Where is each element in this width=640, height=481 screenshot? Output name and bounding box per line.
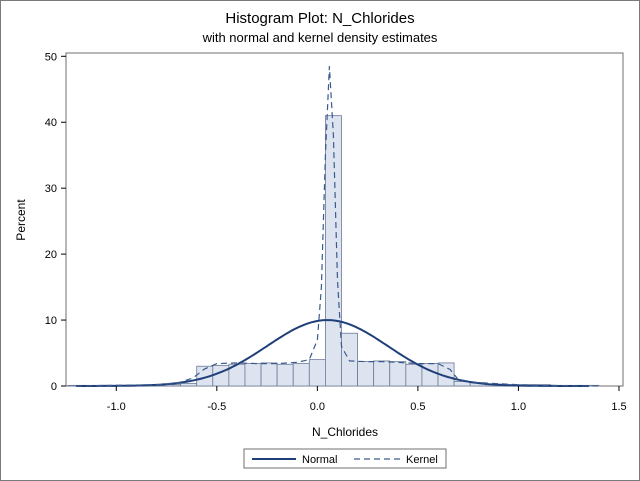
histogram-bar: [276, 363, 294, 387]
legend-normal-label: Normal: [302, 454, 337, 466]
y-axis-label: Percent: [14, 199, 28, 241]
kernel-density-curve: [76, 66, 599, 387]
legend: Normal Kernel: [243, 448, 447, 469]
chart-title: Histogram Plot: N_Chlorides: [225, 10, 415, 27]
y-tick-label: 50: [45, 51, 57, 63]
y-axis: 0 10 20 30 40 50: [45, 51, 66, 393]
histogram-bar: [212, 365, 230, 387]
legend-box: [243, 448, 447, 469]
x-axis-label: N_Chlorides: [312, 425, 378, 439]
histogram-bar: [324, 115, 342, 387]
histogram-bar: [180, 382, 198, 387]
x-tick-label: 1.0: [511, 401, 526, 413]
density-curves: [76, 66, 599, 387]
histogram-bar: [389, 361, 407, 387]
y-tick-label: 40: [45, 117, 57, 129]
x-axis: -1.0 -0.5 0.0 0.5 1.0 1.5: [107, 386, 627, 413]
x-tick-label: -0.5: [207, 401, 226, 413]
x-tick-label: 0.0: [310, 401, 325, 413]
histogram-bar: [373, 360, 391, 387]
x-tick-label: 1.5: [611, 401, 626, 413]
histogram-bar: [244, 363, 262, 387]
histogram-bar: [292, 363, 310, 387]
histogram-bar: [341, 332, 358, 387]
x-tick-label: 0.5: [410, 401, 425, 413]
legend-kernel-label: Kernel: [406, 454, 438, 466]
histogram-bar: [357, 361, 375, 387]
chart-subtitle: with normal and kernel density estimates: [202, 30, 438, 45]
histogram-bar: [260, 362, 278, 387]
y-tick-label: 20: [45, 249, 57, 261]
histogram-bar: [405, 363, 423, 387]
y-tick-label: 10: [45, 315, 57, 327]
y-tick-label: 0: [51, 381, 57, 393]
histogram-bar: [308, 359, 326, 387]
x-tick-label: -1.0: [107, 401, 126, 413]
histogram-bars: [67, 115, 600, 387]
y-tick-label: 30: [45, 183, 57, 195]
